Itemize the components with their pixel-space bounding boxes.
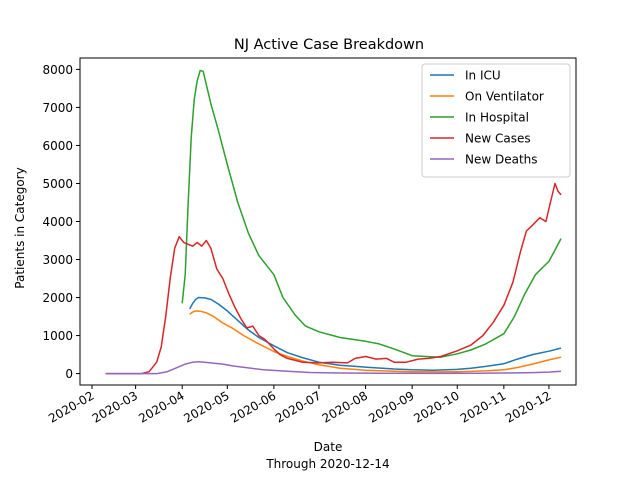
series-line-new-cases [105, 182, 562, 375]
x-axis-label: Date [314, 440, 343, 454]
y-tick-label: 1000 [42, 329, 73, 343]
y-tick-label: 5000 [42, 177, 73, 191]
series-line-in-icu [189, 296, 562, 371]
legend-label: In Hospital [465, 111, 529, 125]
y-tick-label: 0 [65, 367, 73, 381]
series-line-in-hospital [181, 69, 562, 358]
y-tick-label: 4000 [42, 215, 73, 229]
x-axis-sublabel: Through 2020-12-14 [265, 457, 389, 471]
legend-label: New Cases [465, 132, 531, 146]
legend: In ICU On Ventilator In Hospital New Cases N… [421, 63, 571, 178]
legend-label: On Ventilator [465, 90, 544, 104]
legend-box [421, 63, 571, 178]
chart-title: NJ Active Case Breakdown [234, 37, 424, 53]
y-tick-label: 6000 [42, 139, 73, 153]
legend-label: In ICU [465, 69, 501, 83]
y-tick-label: 3000 [42, 253, 73, 267]
y-tick-label: 7000 [42, 101, 73, 115]
y-tick-label: 2000 [42, 291, 73, 305]
legend-label: New Deaths [465, 153, 538, 167]
y-tick-label: 8000 [42, 63, 73, 77]
series-line-new-deaths [105, 361, 562, 375]
y-axis-label: Patients in Category [13, 167, 27, 288]
